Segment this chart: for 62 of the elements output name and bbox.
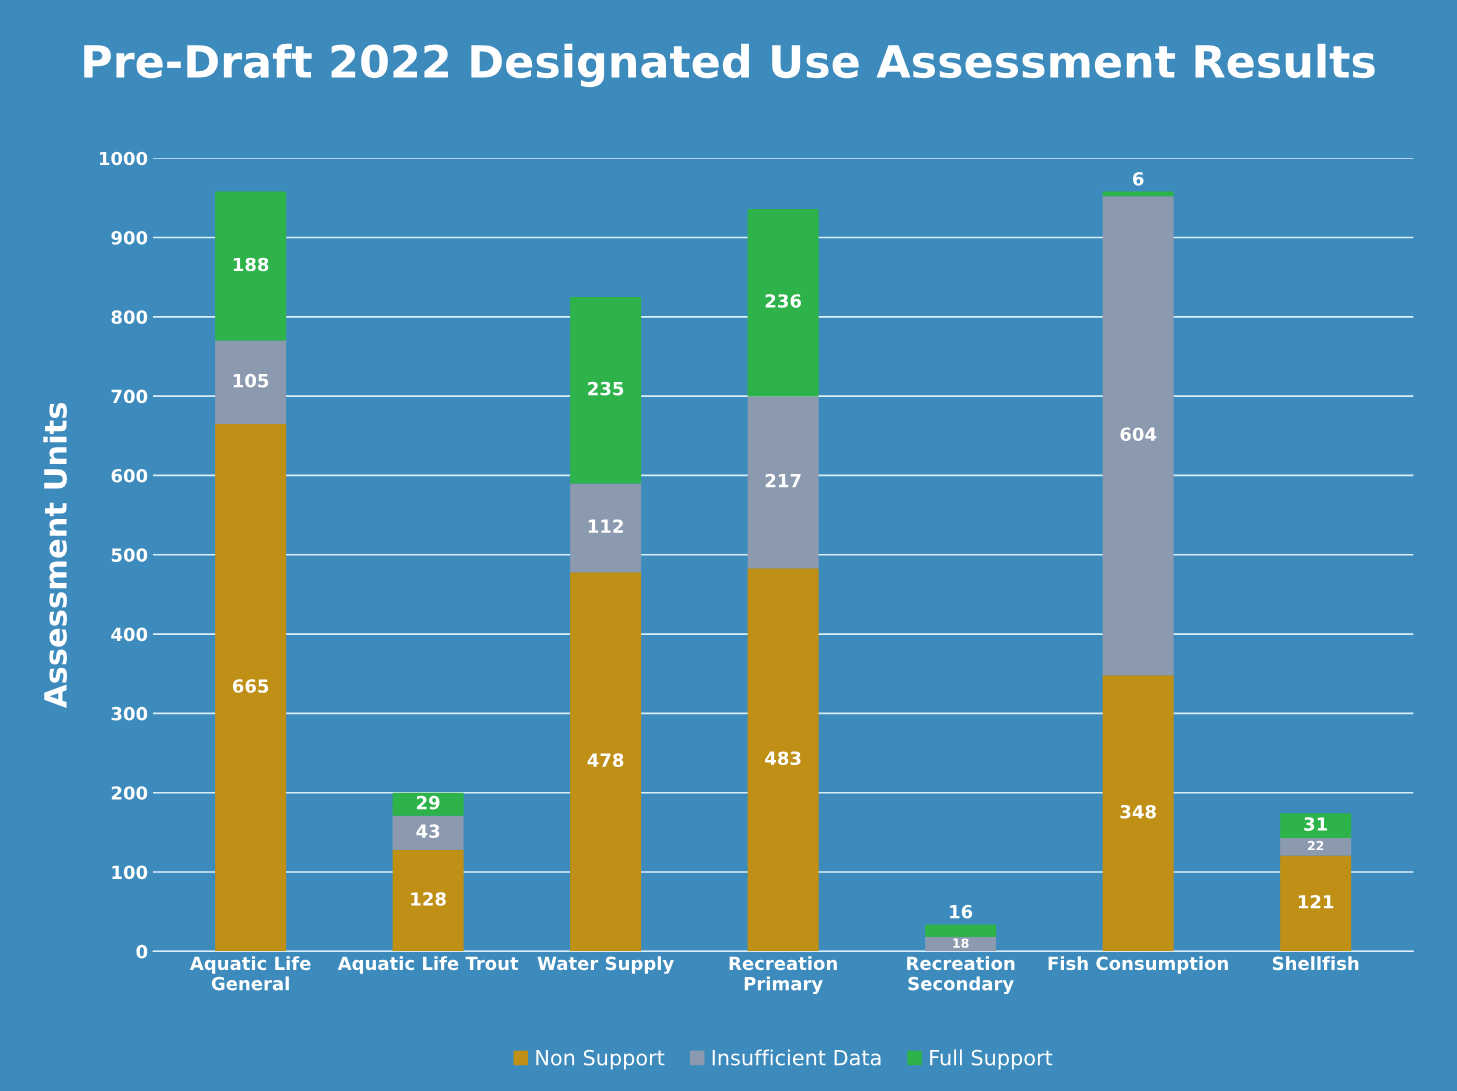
bar: [1280, 837, 1352, 856]
bar: [1102, 196, 1174, 676]
y-tick-label: 400: [111, 627, 148, 642]
x-tick-label: Recreation Secondary: [907, 956, 1015, 995]
data-label: 22: [1307, 840, 1324, 851]
bar: [570, 572, 642, 952]
y-tick-label: 500: [111, 548, 148, 562]
x-tick-label: Fish Consumption: [1048, 956, 1228, 974]
x-tick-label: Shellfish: [1272, 956, 1359, 971]
y-tick-label: 1000: [99, 151, 148, 166]
bar: [747, 208, 819, 397]
legend-label: Full Support: [930, 1049, 1053, 1070]
bar: [1280, 813, 1352, 838]
bar: [215, 340, 287, 424]
data-label: 128: [411, 892, 446, 906]
y-tick-label: 0: [136, 944, 148, 959]
bar: [392, 849, 464, 952]
data-label: 18: [953, 938, 969, 948]
bar: [215, 191, 287, 341]
data-label: 348: [1120, 804, 1156, 819]
y-tick-label: 700: [111, 389, 148, 404]
y-axis-title: Assessment Units: [43, 402, 67, 708]
bar: [215, 423, 287, 952]
y-tick-label: 200: [111, 786, 148, 800]
data-label: 483: [765, 751, 801, 766]
legend-label: Insufficient Data: [712, 1049, 881, 1066]
data-label: 236: [765, 294, 802, 308]
bar: [392, 815, 464, 850]
y-tick-label: 900: [111, 230, 148, 245]
data-label: 31: [1304, 817, 1327, 831]
data-label: 29: [416, 795, 440, 810]
legend-label: Non Support: [536, 1049, 665, 1070]
y-tick-label: 600: [111, 468, 148, 483]
bar: [747, 396, 819, 569]
data-label: 235: [588, 381, 624, 396]
bar: [570, 483, 642, 573]
x-tick-label: Recreation Primary: [729, 956, 837, 995]
bar: [747, 568, 819, 952]
data-label: 121: [1298, 894, 1334, 909]
bar: [570, 297, 642, 484]
data-label: 16: [950, 904, 973, 919]
bar: [925, 937, 997, 952]
data-label: 105: [233, 373, 269, 388]
data-label: 478: [587, 753, 624, 768]
y-tick-label: 100: [112, 865, 148, 880]
data-label: 43: [416, 824, 440, 839]
data-label: 604: [1120, 427, 1157, 442]
bar: [1280, 855, 1352, 952]
data-label: 112: [588, 519, 623, 533]
y-tick-label: 800: [111, 310, 148, 324]
bar: [392, 792, 464, 816]
chart-title: Pre-Draft 2022 Designated Use Assessment Results: [84, 43, 1375, 88]
data-label: 188: [233, 257, 269, 272]
data-label: 6: [1132, 171, 1144, 186]
y-tick-label: 300: [111, 706, 148, 721]
bar: [925, 924, 997, 938]
x-tick-label: Aquatic Life General: [189, 956, 311, 991]
x-tick-label: Water Supply: [537, 956, 674, 974]
data-label: 665: [232, 679, 269, 693]
x-tick-label: Aquatic Life Trout: [337, 956, 519, 974]
bar: [1102, 675, 1174, 952]
data-label: 217: [765, 473, 801, 488]
